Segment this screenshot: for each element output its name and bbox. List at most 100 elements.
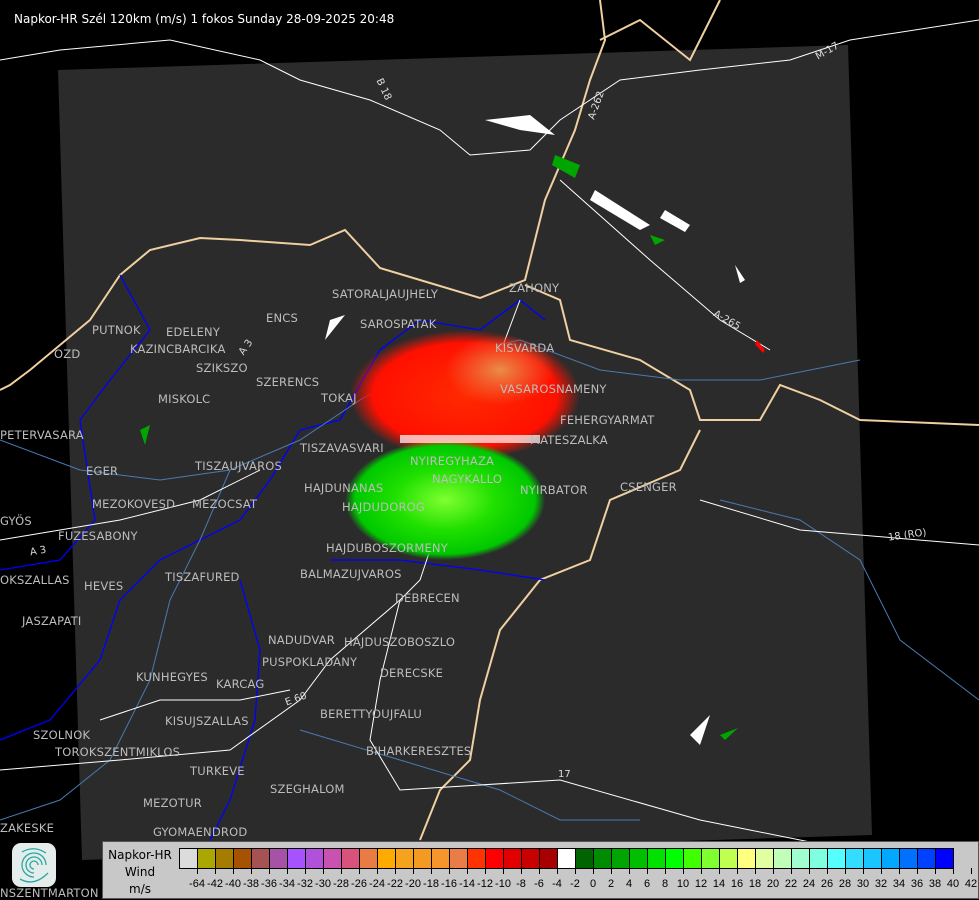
legend-tick-label: 38 bbox=[928, 878, 942, 890]
town-label: JASZAPATI bbox=[22, 614, 82, 628]
legend-tick bbox=[251, 868, 252, 874]
town-label: OZD bbox=[54, 347, 81, 361]
legend-tick-label: 4 bbox=[625, 878, 633, 890]
town-label: VASAROSNAMENY bbox=[500, 382, 607, 396]
town-label: KUNHEGYES bbox=[136, 670, 208, 684]
town-label: SAROSPATAK bbox=[360, 317, 437, 331]
legend-tick bbox=[197, 868, 198, 874]
town-label: NYIREGYHAZA bbox=[410, 454, 495, 468]
legend-tick bbox=[377, 868, 378, 874]
legend-swatch bbox=[378, 849, 396, 868]
legend-swatch bbox=[936, 849, 953, 868]
legend-swatches bbox=[179, 848, 954, 869]
roads bbox=[0, 19, 979, 861]
legend-title-line: Wind bbox=[124, 865, 156, 879]
legend-tick-label: 2 bbox=[607, 878, 615, 890]
legend-tick bbox=[647, 868, 648, 874]
legend-tick-label: -30 bbox=[315, 878, 331, 890]
legend-swatch bbox=[774, 849, 792, 868]
town-label: EGER bbox=[86, 464, 119, 478]
legend-tick bbox=[863, 868, 864, 874]
legend-tick bbox=[323, 868, 324, 874]
town-label: TISZAVASVARI bbox=[300, 441, 384, 455]
legend-tick bbox=[791, 868, 792, 874]
legend-swatch bbox=[180, 849, 198, 868]
town-label: HEVES bbox=[84, 579, 124, 593]
legend-swatch bbox=[306, 849, 324, 868]
legend-swatch bbox=[738, 849, 756, 868]
town-label: BIHARKERESZTES bbox=[366, 744, 472, 758]
country-border bbox=[0, 0, 979, 841]
town-label: NSZENTMARTON bbox=[0, 886, 99, 900]
legend-tick-label: -28 bbox=[333, 878, 349, 890]
legend-tick-label: -18 bbox=[423, 878, 439, 890]
legend-tick bbox=[359, 868, 360, 874]
town-label: PUTNOK bbox=[92, 323, 141, 337]
legend-swatch bbox=[792, 849, 810, 868]
legend-tick bbox=[755, 868, 756, 874]
legend-tick-label: -12 bbox=[477, 878, 493, 890]
legend-tick bbox=[899, 868, 900, 874]
legend-tick-label: -4 bbox=[552, 878, 562, 890]
legend-tick-label: 8 bbox=[661, 878, 669, 890]
legend-swatch bbox=[684, 849, 702, 868]
town-label: HAJDUNANAS bbox=[304, 481, 384, 495]
legend-swatch bbox=[360, 849, 378, 868]
legend-tick bbox=[503, 868, 504, 874]
legend-swatch bbox=[216, 849, 234, 868]
legend-swatch bbox=[468, 849, 486, 868]
town-label: TOKAJ bbox=[321, 391, 357, 405]
town-label: PETERVASARA bbox=[0, 428, 84, 442]
legend-title: Napkor-HR Wind m/s bbox=[107, 847, 173, 898]
legend-tick-label: -32 bbox=[297, 878, 313, 890]
legend-swatch bbox=[630, 849, 648, 868]
legend-tick-label: -6 bbox=[534, 878, 544, 890]
town-label: FUZESABONY bbox=[58, 529, 138, 543]
swirl-icon bbox=[19, 848, 49, 883]
legend-tick-label: -20 bbox=[405, 878, 421, 890]
legend-tick-label: -24 bbox=[369, 878, 385, 890]
town-label: HAJDUSZOBOSZLO bbox=[344, 635, 456, 649]
legend-swatch bbox=[882, 849, 900, 868]
legend-tick-label: -64 bbox=[189, 878, 205, 890]
town-label: SZERENCS bbox=[256, 375, 320, 389]
legend-tick bbox=[395, 868, 396, 874]
town-label: SZEGHALOM bbox=[270, 782, 345, 796]
town-label: TOROKSZENTMIKLOS bbox=[55, 745, 181, 759]
town-label: MEZOCSAT bbox=[192, 497, 258, 511]
legend-tick bbox=[233, 868, 234, 874]
town-label: HAJDUBOSZORMENY bbox=[326, 541, 448, 555]
legend-tick bbox=[737, 868, 738, 874]
legend-swatch bbox=[720, 849, 738, 868]
echo-zero-band bbox=[400, 435, 540, 443]
legend-swatch bbox=[558, 849, 576, 868]
legend-swatch bbox=[252, 849, 270, 868]
legend-tick-label: 20 bbox=[766, 878, 780, 890]
legend-tick bbox=[449, 868, 450, 874]
legend-tick-label: 30 bbox=[856, 878, 870, 890]
legend-tick-label: 22 bbox=[784, 878, 798, 890]
town-label: DERECSKE bbox=[380, 666, 444, 680]
legend-tick bbox=[917, 868, 918, 874]
legend-swatch bbox=[900, 849, 918, 868]
legend-swatch bbox=[918, 849, 936, 868]
legend-tick-label: 0 bbox=[589, 878, 597, 890]
town-label: KARCAG bbox=[216, 677, 265, 691]
town-label: FEHERGYARMAT bbox=[560, 413, 655, 427]
legend-tick bbox=[305, 868, 306, 874]
town-label: PUSPOKLADANY bbox=[262, 655, 358, 669]
legend-tick-label: -10 bbox=[495, 878, 511, 890]
town-label: SZOLNOK bbox=[33, 728, 91, 742]
legend-tick bbox=[971, 868, 972, 874]
legend-title-line: m/s bbox=[129, 882, 151, 896]
legend-tick-label: 34 bbox=[892, 878, 906, 890]
town-label: NAGYKALLO bbox=[432, 472, 503, 486]
legend-tick-label: 10 bbox=[676, 878, 690, 890]
legend-tick-label: 36 bbox=[910, 878, 924, 890]
legend-swatch bbox=[864, 849, 882, 868]
town-label: ENCS bbox=[266, 311, 298, 325]
legend-tick bbox=[287, 868, 288, 874]
legend-tick-label: 12 bbox=[694, 878, 708, 890]
town-label: CSENGER bbox=[620, 480, 677, 494]
